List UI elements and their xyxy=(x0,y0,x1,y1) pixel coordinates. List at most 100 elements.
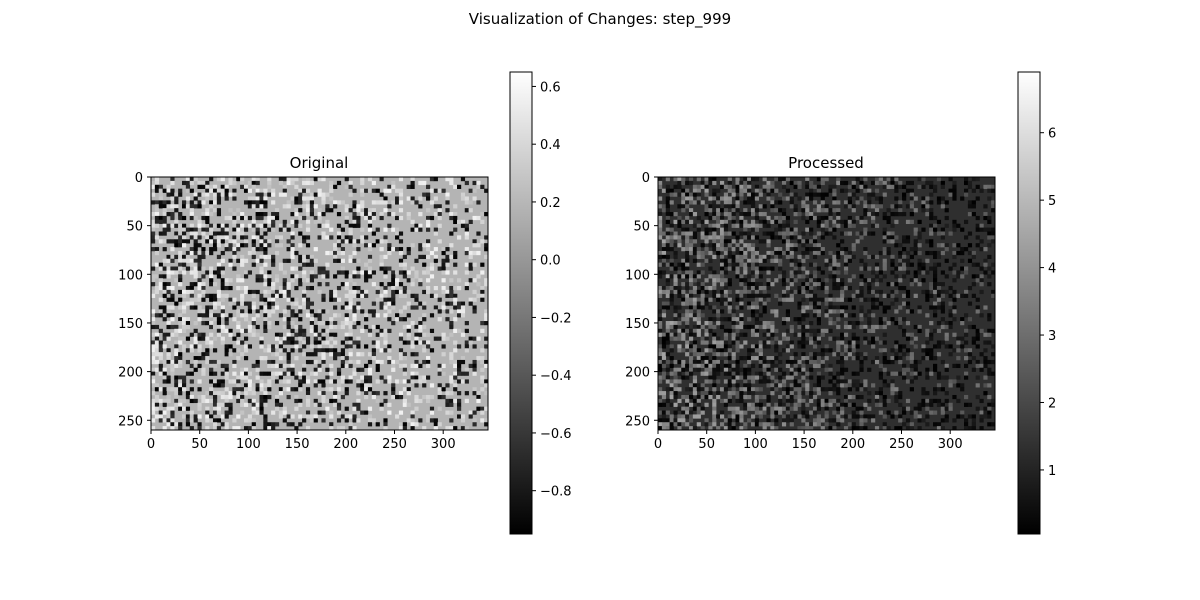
original-image-cell xyxy=(185,177,191,182)
original-image-cell xyxy=(271,192,276,197)
processed-image-cell xyxy=(859,305,864,310)
original-image-cell xyxy=(162,258,167,263)
processed-image-cell xyxy=(971,250,976,256)
processed-image-cell xyxy=(863,340,868,345)
processed-image-cell xyxy=(793,243,798,248)
processed-image-cell xyxy=(886,359,891,365)
original-image-cell xyxy=(286,305,291,310)
processed-image-cell xyxy=(991,262,996,267)
processed-image-cell xyxy=(840,356,845,361)
original-image-cell xyxy=(236,208,241,213)
processed-image-cell xyxy=(851,192,856,197)
processed-image-cell xyxy=(685,293,690,298)
processed-image-cell xyxy=(975,274,980,279)
original-image-cell xyxy=(224,414,229,419)
processed-image-cell xyxy=(890,387,895,392)
processed-image-cell xyxy=(836,344,841,349)
original-image-cell xyxy=(387,375,392,380)
original-image-cell xyxy=(317,192,322,197)
processed-image-cell xyxy=(944,215,949,221)
processed-image-cell xyxy=(658,177,663,182)
original-image-cell xyxy=(259,340,264,345)
processed-image-cell xyxy=(766,270,771,275)
original-image-cell xyxy=(263,204,268,209)
processed-image-cell xyxy=(704,192,709,197)
original-image-cell xyxy=(298,328,303,333)
original-image-cell xyxy=(336,313,342,318)
processed-image-cell xyxy=(809,394,814,400)
processed-image-cell xyxy=(952,332,957,337)
processed-image-cell xyxy=(936,383,942,388)
processed-image-cell xyxy=(696,313,701,318)
processed-image-cell xyxy=(719,208,725,213)
processed-image-cell xyxy=(692,367,698,372)
processed-image-cell xyxy=(851,243,856,248)
original-image-cell xyxy=(391,180,396,186)
original-image-cell xyxy=(201,336,206,341)
processed-image-cell xyxy=(851,321,856,326)
original-image-cell xyxy=(162,282,167,287)
original-image-cell xyxy=(305,262,311,267)
processed-image-cell xyxy=(754,394,760,400)
processed-image-cell xyxy=(960,250,965,256)
original-image-cell xyxy=(286,297,291,302)
processed-image-cell xyxy=(812,359,818,365)
processed-image-cell xyxy=(820,402,825,407)
processed-image-cell xyxy=(688,367,694,372)
processed-image-cell xyxy=(964,247,969,252)
processed-image-cell xyxy=(685,367,690,372)
processed-image-cell xyxy=(723,367,729,372)
original-image-cell xyxy=(278,410,283,415)
original-image-cell xyxy=(449,278,454,283)
processed-image-cell xyxy=(762,324,767,330)
original-image-cell xyxy=(402,254,407,260)
original-image-cell xyxy=(298,414,303,419)
processed-image-cell xyxy=(727,243,732,248)
original-image-cell xyxy=(429,406,435,411)
processed-image-cell xyxy=(700,293,705,298)
processed-image-cell xyxy=(685,375,690,380)
original-image-cell xyxy=(220,402,225,407)
original-image-cell xyxy=(367,223,373,228)
processed-image-cell xyxy=(758,274,763,279)
processed-image-cell xyxy=(723,208,729,213)
original-image-cell xyxy=(333,379,338,384)
original-image-cell xyxy=(480,321,485,326)
processed-image-cell xyxy=(681,367,686,372)
original-image-cell xyxy=(197,258,202,263)
original-image-cell xyxy=(398,215,404,221)
original-image-cell xyxy=(197,204,202,209)
processed-image-cell xyxy=(716,309,721,314)
original-image-cell xyxy=(212,247,218,252)
original-image-cell xyxy=(484,212,489,217)
processed-image-cell xyxy=(739,297,744,302)
original-image-cell xyxy=(205,336,210,341)
processed-image-cell xyxy=(890,223,895,228)
original-image-cell xyxy=(406,391,411,396)
original-image-cell xyxy=(480,367,485,372)
processed-image-cell xyxy=(681,258,686,263)
original-image-cell xyxy=(309,212,314,217)
original-image-cell xyxy=(286,394,291,400)
processed-image-cell xyxy=(758,293,763,298)
processed-image-cell xyxy=(685,270,690,275)
processed-image-cell xyxy=(816,188,821,193)
original-image-cell xyxy=(329,227,334,232)
original-image-cell xyxy=(429,188,435,193)
original-image-cell xyxy=(205,219,210,225)
original-image-cell xyxy=(356,266,361,271)
original-image-cell xyxy=(162,215,167,221)
processed-image-cell xyxy=(882,266,887,271)
original-image-cell xyxy=(193,363,198,369)
original-image-cell xyxy=(209,321,214,326)
processed-image-cell xyxy=(933,215,938,221)
processed-image-cell xyxy=(754,270,760,275)
processed-image-cell xyxy=(673,387,678,392)
original-image-cell xyxy=(236,235,241,240)
processed-image-cell xyxy=(673,285,678,291)
processed-image-cell xyxy=(661,243,667,248)
processed-image-cell xyxy=(847,254,852,260)
original-image-cell xyxy=(212,391,218,396)
processed-image-cell xyxy=(933,285,938,291)
processed-image-cell xyxy=(685,285,690,291)
